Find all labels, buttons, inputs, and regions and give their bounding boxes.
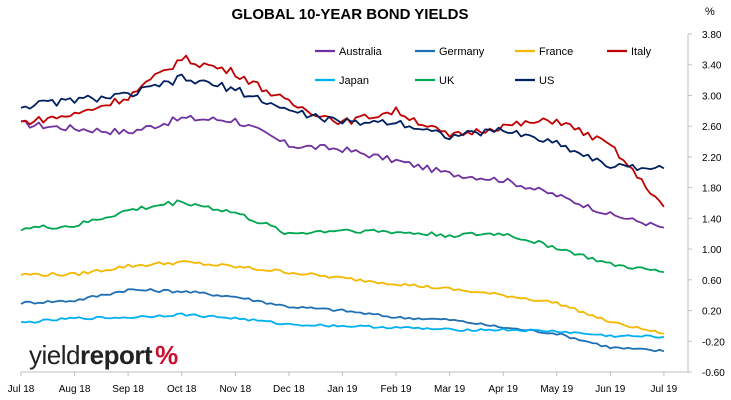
y-tick-label: 1.40 — [702, 214, 722, 225]
y-tick-label: 0.60 — [702, 276, 722, 287]
x-tick-label: Jan 19 — [327, 384, 357, 395]
x-tick-label: Oct 18 — [167, 384, 197, 395]
series-line-australia — [20, 114, 665, 229]
chart-title: GLOBAL 10-YEAR BOND YIELDS — [231, 6, 469, 23]
x-tick-label: Jul 19 — [651, 384, 678, 395]
x-tick-label: Jun 19 — [595, 384, 625, 395]
y-axis-unit-label: % — [705, 6, 715, 18]
logo-percent-symbol: % — [155, 340, 178, 370]
series-line-germany — [20, 288, 665, 353]
x-tick-label: Aug 18 — [59, 384, 91, 395]
y-tick-label: -0.60 — [702, 368, 725, 379]
x-tick-label: Apr 19 — [488, 384, 518, 395]
y-tick-label: 3.00 — [702, 91, 722, 102]
y-tick-label: 2.20 — [702, 153, 722, 164]
y-tick-label: -0.20 — [702, 337, 725, 348]
y-tick-label: 3.80 — [702, 30, 722, 41]
legend-label-japan: Japan — [339, 75, 369, 87]
series-line-italy — [20, 54, 665, 208]
y-tick-label: 1.00 — [702, 245, 722, 256]
series-line-france — [20, 260, 664, 335]
logo-text-report: report — [79, 340, 153, 370]
legend-label-us: US — [539, 75, 554, 87]
legend-label-uk: UK — [439, 75, 455, 87]
y-tick-label: 1.80 — [702, 184, 722, 195]
y-tick-label: 3.40 — [702, 61, 722, 72]
x-tick-label: Nov 18 — [219, 384, 251, 395]
series-line-us — [20, 73, 665, 172]
logo-text-yield: yield — [29, 340, 80, 370]
legend-label-italy: Italy — [631, 46, 652, 58]
yieldreport-logo: yieldreport% — [29, 340, 178, 371]
x-tick-label: Mar 19 — [434, 384, 466, 395]
x-tick-label: May 19 — [540, 384, 573, 395]
x-tick-label: Dec 18 — [273, 384, 305, 395]
y-tick-label: 2.60 — [702, 122, 722, 133]
legend-label-australia: Australia — [339, 46, 383, 58]
y-tick-label: 0.20 — [702, 307, 722, 318]
x-tick-label: Jul 18 — [8, 384, 35, 395]
x-tick-label: Sep 18 — [112, 384, 144, 395]
series-line-japan — [20, 312, 665, 339]
legend-label-germany: Germany — [439, 46, 485, 58]
x-tick-label: Feb 19 — [380, 384, 412, 395]
legend-label-france: France — [539, 46, 573, 58]
series-line-uk — [20, 199, 665, 273]
